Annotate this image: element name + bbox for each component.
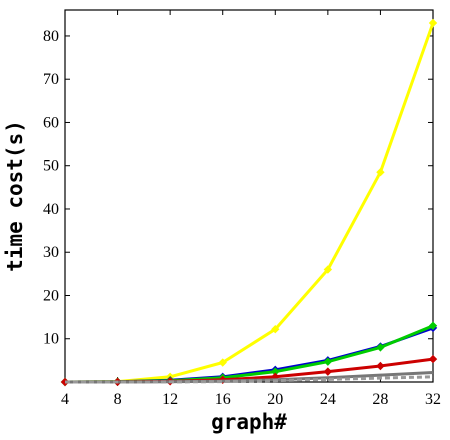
series-line [65,375,434,384]
data-point [428,18,438,28]
data-point [428,321,438,330]
series-6 [65,375,434,384]
x-tick-label: 28 [372,391,388,408]
x-tick-label: 16 [215,391,231,408]
y-tick-label: 50 [43,158,59,175]
x-tick-label: 24 [320,391,336,408]
x-tick-label: 8 [114,391,122,408]
data-point [218,358,227,367]
y-tick-label: 70 [43,71,59,88]
data-point [376,343,385,352]
data-point [323,367,333,376]
data-point [323,265,333,274]
x-tick-label: 20 [267,391,283,408]
x-tick-label: 12 [162,391,178,408]
y-axis-title: time cost(s) [3,120,27,272]
data-point [271,325,280,334]
data-point [376,168,385,177]
data-point [428,354,438,364]
x-axis-title: graph# [211,410,287,434]
data-point [376,361,385,371]
y-tick-label: 40 [43,201,59,218]
x-tick-label: 4 [61,391,69,408]
y-tick-label: 60 [43,114,59,131]
y-tick-label: 80 [43,28,59,45]
series-layer [60,18,438,387]
tick-layer: 4 8 12 16 20 24 28 32 10 20 30 40 50 60 70 80 [43,10,441,408]
y-tick-label: 20 [43,287,59,304]
y-tick-label: 10 [43,331,59,348]
plot-area [64,9,434,383]
data-point [323,357,333,366]
y-tick-label: 30 [43,244,59,261]
x-tick-label: 32 [425,391,441,408]
